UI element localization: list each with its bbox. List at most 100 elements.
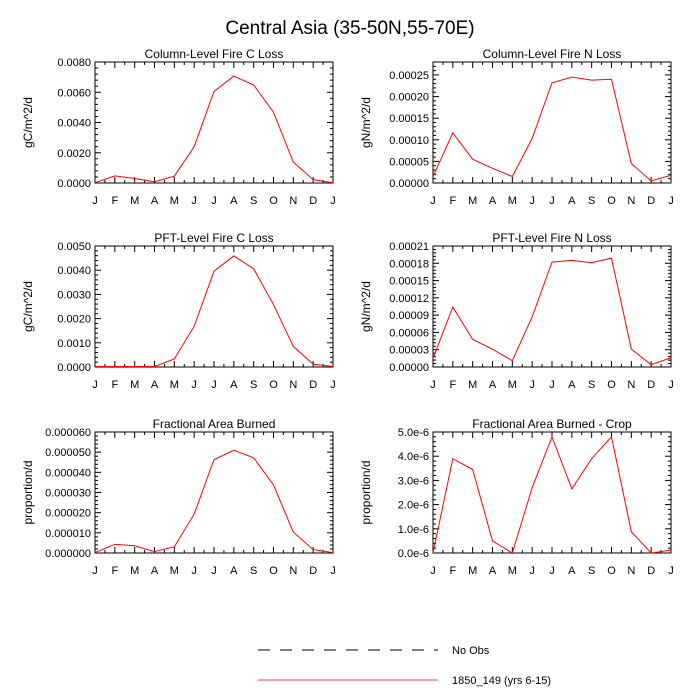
x-tick-label: M xyxy=(170,379,179,391)
x-tick-label: S xyxy=(250,379,257,391)
plot-frame xyxy=(432,431,672,554)
x-tick-label: O xyxy=(269,565,278,577)
x-tick-label: J xyxy=(330,565,336,577)
y-tick-label: 0.00012 xyxy=(389,293,429,305)
y-tick-label: 0.00020 xyxy=(389,92,429,104)
y-tick-label: 0.0e-6 xyxy=(398,548,429,560)
x-tick-label: O xyxy=(269,195,278,207)
y-tick-label: 0.00003 xyxy=(389,345,429,357)
y-axis-label: proportion/d xyxy=(21,460,35,524)
series-line-1 xyxy=(432,435,672,554)
legend-item-1: No Obs xyxy=(258,645,490,657)
x-tick-label: N xyxy=(289,195,297,207)
panel-title: Column-Level Fire N Loss xyxy=(483,47,622,61)
x-tick-label: M xyxy=(508,379,517,391)
x-tick-label: D xyxy=(309,379,317,391)
x-tick-label: A xyxy=(568,195,576,207)
y-tick-label: 0.00006 xyxy=(389,327,429,339)
chart-panel-6: Fractional Area Burned - Crop proportion/… xyxy=(359,417,674,577)
y-tick-label: 0.000030 xyxy=(45,488,91,500)
x-tick-label: J xyxy=(211,195,217,207)
series-line-1 xyxy=(432,76,672,182)
y-tick-label: 0.0040 xyxy=(57,265,91,277)
panel-title: PFT-Level Fire C Loss xyxy=(154,231,273,245)
y-tick-label: 0.0020 xyxy=(57,148,91,160)
legend-label: No Obs xyxy=(452,645,490,657)
x-tick-label: F xyxy=(449,195,456,207)
y-tick-label: 0.00009 xyxy=(389,310,429,322)
x-tick-label: F xyxy=(111,379,118,391)
y-tick-label: 0.000010 xyxy=(45,528,91,540)
x-tick-label: F xyxy=(449,565,456,577)
y-tick-label: 0.0000 xyxy=(57,362,91,374)
y-tick-label: 0.0020 xyxy=(57,314,91,326)
x-tick-label: J xyxy=(211,565,217,577)
x-tick-label: J xyxy=(668,565,674,577)
y-tick-label: 0.0010 xyxy=(57,338,91,350)
y-axis-label: gN/m^2/d xyxy=(359,97,373,148)
x-tick-label: F xyxy=(111,195,118,207)
x-tick-label: A xyxy=(151,565,159,577)
x-tick-label: A xyxy=(489,195,497,207)
panel-title: Fractional Area Burned xyxy=(153,417,276,431)
y-tick-label: 0.00015 xyxy=(389,113,429,125)
x-tick-label: S xyxy=(250,565,257,577)
y-tick-label: 1.0e-6 xyxy=(398,524,429,536)
plot-frame xyxy=(94,245,334,368)
panel-title: Fractional Area Burned - Crop xyxy=(472,417,632,431)
x-tick-label: A xyxy=(151,195,159,207)
y-tick-label: 0.0080 xyxy=(57,57,91,69)
series-line-1 xyxy=(94,449,334,554)
x-tick-label: A xyxy=(568,379,576,391)
plot-frame xyxy=(432,61,672,184)
x-tick-label: M xyxy=(508,565,517,577)
x-tick-label: A xyxy=(230,195,238,207)
panel-title: Column-Level Fire C Loss xyxy=(145,47,284,61)
series-line-1 xyxy=(432,257,672,366)
x-tick-label: J xyxy=(211,379,217,391)
y-tick-label: 0.00010 xyxy=(389,135,429,147)
x-tick-label: M xyxy=(130,379,139,391)
y-tick-label: 0.00021 xyxy=(389,241,429,253)
x-tick-label: J xyxy=(191,195,197,207)
x-tick-label: D xyxy=(647,565,655,577)
y-tick-label: 3.0e-6 xyxy=(398,475,429,487)
series-line-1 xyxy=(94,75,334,184)
x-tick-label: J xyxy=(430,565,436,577)
x-tick-label: J xyxy=(330,195,336,207)
y-tick-label: 0.0050 xyxy=(57,241,91,253)
y-tick-label: 0.000040 xyxy=(45,467,91,479)
x-tick-label: A xyxy=(151,379,159,391)
y-tick-label: 5.0e-6 xyxy=(398,427,429,439)
y-axis-label: gC/m^2/d xyxy=(21,281,35,332)
series-line-1 xyxy=(95,255,334,368)
y-tick-label: 0.00000 xyxy=(389,362,429,374)
x-tick-label: O xyxy=(607,379,616,391)
y-tick-label: 0.0040 xyxy=(57,118,91,130)
x-tick-label: M xyxy=(508,195,517,207)
x-tick-label: F xyxy=(111,565,118,577)
panel-title: PFT-Level Fire N Loss xyxy=(492,231,611,245)
plot-frame xyxy=(94,61,334,184)
x-tick-label: N xyxy=(627,195,635,207)
x-tick-label: A xyxy=(489,379,497,391)
x-tick-label: S xyxy=(588,565,595,577)
x-tick-label: J xyxy=(549,195,555,207)
x-tick-label: A xyxy=(489,565,497,577)
x-tick-label: J xyxy=(549,565,555,577)
y-tick-label: 2.0e-6 xyxy=(398,500,429,512)
x-tick-label: J xyxy=(430,195,436,207)
x-tick-label: J xyxy=(529,195,535,207)
x-tick-label: D xyxy=(309,565,317,577)
legend-item-2: 1850_149 (yrs 6-15) xyxy=(258,675,551,687)
y-tick-label: 0.000060 xyxy=(45,427,91,439)
y-tick-label: 0.0030 xyxy=(57,289,91,301)
x-tick-label: D xyxy=(309,195,317,207)
y-tick-label: 0.000000 xyxy=(45,548,91,560)
x-tick-label: M xyxy=(468,379,477,391)
